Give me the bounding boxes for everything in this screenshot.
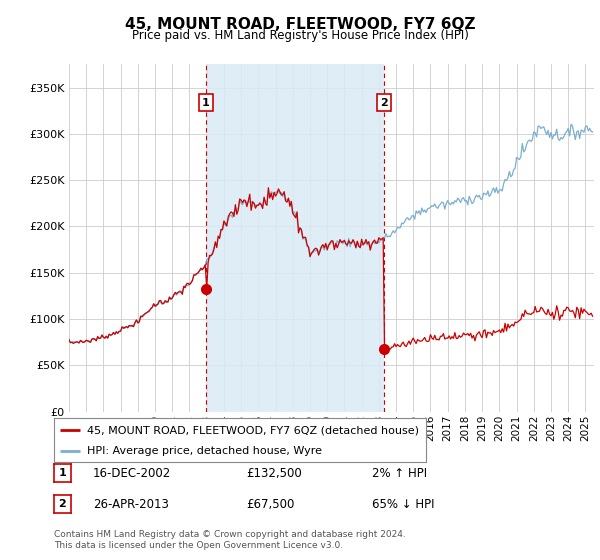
Bar: [206, 64, 385, 412]
Text: 2% ↑ HPI: 2% ↑ HPI: [372, 467, 427, 480]
Text: 65% ↓ HPI: 65% ↓ HPI: [372, 498, 434, 511]
Text: £67,500: £67,500: [246, 498, 295, 511]
Text: Price paid vs. HM Land Registry's House Price Index (HPI): Price paid vs. HM Land Registry's House …: [131, 29, 469, 42]
Text: 45, MOUNT ROAD, FLEETWOOD, FY7 6QZ (detached house): 45, MOUNT ROAD, FLEETWOOD, FY7 6QZ (deta…: [88, 425, 419, 435]
Text: 2: 2: [59, 499, 66, 509]
Text: HPI: Average price, detached house, Wyre: HPI: Average price, detached house, Wyre: [88, 446, 322, 456]
Text: 2: 2: [380, 97, 388, 108]
Text: 26-APR-2013: 26-APR-2013: [93, 498, 169, 511]
Text: 16-DEC-2002: 16-DEC-2002: [93, 467, 171, 480]
Text: 1: 1: [59, 468, 66, 478]
Text: 1: 1: [202, 97, 210, 108]
Text: 45, MOUNT ROAD, FLEETWOOD, FY7 6QZ: 45, MOUNT ROAD, FLEETWOOD, FY7 6QZ: [125, 17, 475, 32]
Text: £132,500: £132,500: [246, 467, 302, 480]
Text: This data is licensed under the Open Government Licence v3.0.: This data is licensed under the Open Gov…: [54, 541, 343, 550]
Text: Contains HM Land Registry data © Crown copyright and database right 2024.: Contains HM Land Registry data © Crown c…: [54, 530, 406, 539]
